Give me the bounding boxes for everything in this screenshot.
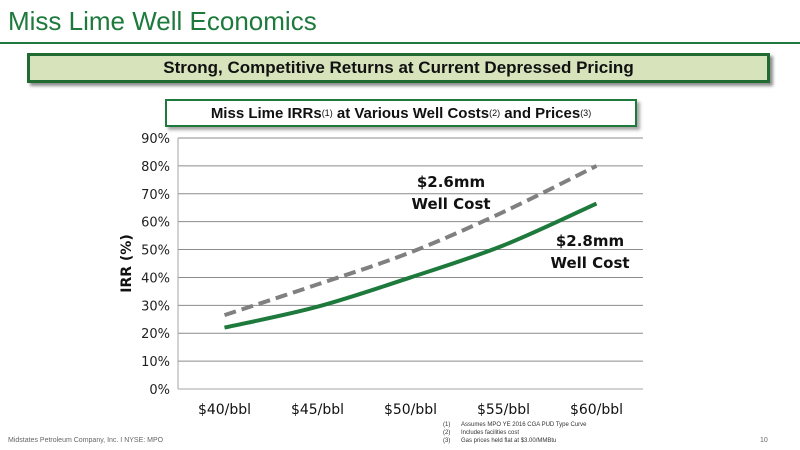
chart-title-footnote-ref: (3) xyxy=(580,108,592,118)
footnote-item: (2) Includes facilities cost xyxy=(443,430,520,436)
chart-title-part: and Prices xyxy=(500,104,581,122)
y-tick-label: 80% xyxy=(141,160,170,175)
slide-title: Miss Lime Well Economics xyxy=(8,6,317,36)
title-divider xyxy=(0,42,800,44)
x-tick-label: $45/bbl xyxy=(291,402,344,418)
company-footer: Midstates Petroleum Company, Inc. I NYSE… xyxy=(8,437,164,444)
series-label: $2.6mm xyxy=(417,173,485,191)
headline-banner: Strong, Competitive Returns at Current D… xyxy=(27,53,770,83)
chart-title-part: Miss Lime IRRs xyxy=(210,104,322,122)
page-number: 10 xyxy=(760,437,768,444)
chart-title: Miss Lime IRRs (1) at Various Well Costs(… xyxy=(165,99,637,127)
y-tick-label: 0% xyxy=(149,383,170,398)
series-label: $2.8mm xyxy=(556,232,624,250)
y-tick-label: 30% xyxy=(141,299,170,314)
x-tick-label: $40/bbl xyxy=(198,402,251,418)
chart-title-footnote-ref: (1) xyxy=(321,108,333,118)
footnote-item: (1) Assumes MPO YE 2016 CGA PUD Type Curv… xyxy=(443,422,587,428)
chart-title-footnote-ref: (2) xyxy=(489,108,501,118)
y-tick-label: 10% xyxy=(141,355,170,370)
chart-title-part: at Various Well Costs xyxy=(332,104,490,122)
y-tick-label: 70% xyxy=(141,188,170,203)
x-tick-label: $60/bbl xyxy=(570,402,623,418)
y-tick-label: 60% xyxy=(141,216,170,231)
footnote-item: (3) Gas prices held flat at $3.00/MMBtu xyxy=(443,438,557,444)
series-label: Well Cost xyxy=(411,195,490,213)
y-tick-label: 40% xyxy=(141,271,170,286)
series-line-2-6mm xyxy=(223,164,598,317)
x-tick-label: $50/bbl xyxy=(384,402,437,418)
y-axis-title: IRR (%) xyxy=(119,234,135,292)
y-tick-label: 90% xyxy=(141,132,170,147)
footnotes: (1) Assumes MPO YE 2016 CGA PUD Type Curv… xyxy=(443,421,587,445)
x-tick-label: $55/bbl xyxy=(477,402,530,418)
series-line-2-8mm xyxy=(224,201,598,330)
series-label: Well Cost xyxy=(550,254,629,272)
y-tick-label: 20% xyxy=(141,327,170,342)
y-tick-label: 50% xyxy=(141,244,170,259)
